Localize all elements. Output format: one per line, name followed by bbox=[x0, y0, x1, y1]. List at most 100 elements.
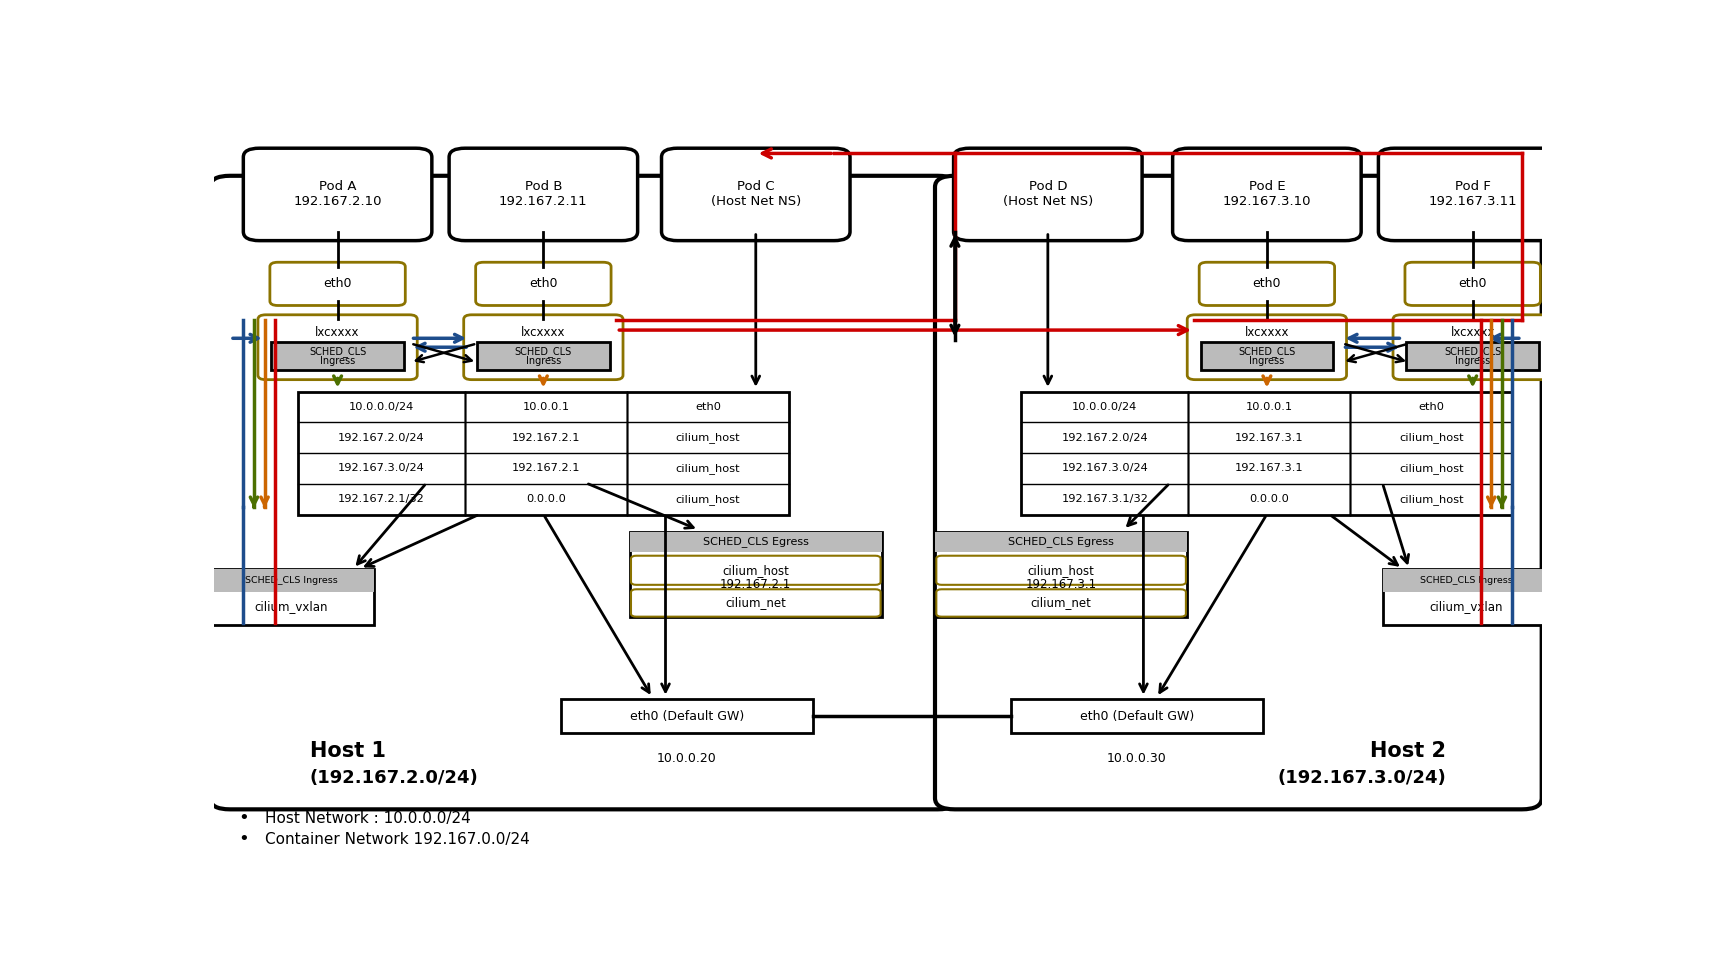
Text: Host Network : 10.0.0.0/24: Host Network : 10.0.0.0/24 bbox=[264, 811, 471, 826]
Text: cilium_vxlan: cilium_vxlan bbox=[254, 600, 327, 614]
Text: 10.0.0.1: 10.0.0.1 bbox=[522, 402, 569, 412]
Text: SCHED_CLS: SCHED_CLS bbox=[1238, 346, 1295, 357]
Bar bbox=[271, 342, 404, 370]
Bar bbox=[630, 531, 882, 553]
Text: 192.167.2.1: 192.167.2.1 bbox=[512, 433, 581, 442]
Text: 10.0.0.0/24: 10.0.0.0/24 bbox=[1072, 402, 1137, 412]
Text: 10.0.0.1: 10.0.0.1 bbox=[1245, 402, 1293, 412]
Bar bbox=[1011, 700, 1262, 733]
Text: cilium_net: cilium_net bbox=[1031, 596, 1091, 610]
FancyBboxPatch shape bbox=[211, 176, 958, 809]
Text: •: • bbox=[238, 831, 248, 848]
Text: 192.167.2.1/32: 192.167.2.1/32 bbox=[337, 495, 425, 504]
Text: Pod F
192.167.3.11: Pod F 192.167.3.11 bbox=[1429, 180, 1518, 208]
FancyBboxPatch shape bbox=[954, 148, 1143, 241]
Text: 0.0.0.0: 0.0.0.0 bbox=[526, 495, 565, 504]
FancyBboxPatch shape bbox=[1187, 315, 1346, 379]
Text: eth0 (Default GW): eth0 (Default GW) bbox=[630, 710, 743, 723]
Bar bbox=[1382, 569, 1549, 592]
Text: Pod A
192.167.2.10: Pod A 192.167.2.10 bbox=[293, 180, 382, 208]
Text: 192.167.3.0/24: 192.167.3.0/24 bbox=[337, 464, 425, 473]
FancyBboxPatch shape bbox=[464, 315, 624, 379]
Text: 192.167.2.1: 192.167.2.1 bbox=[719, 578, 791, 591]
Text: 192.167.2.1: 192.167.2.1 bbox=[512, 464, 581, 473]
Text: Ingress: Ingress bbox=[1249, 356, 1285, 366]
FancyBboxPatch shape bbox=[476, 262, 612, 306]
Bar bbox=[935, 531, 1187, 618]
Bar bbox=[935, 531, 1187, 553]
Text: cilium_net: cilium_net bbox=[725, 596, 786, 610]
FancyBboxPatch shape bbox=[1173, 148, 1362, 241]
Bar bbox=[560, 700, 814, 733]
Bar bbox=[1201, 342, 1333, 370]
Text: cilium_host: cilium_host bbox=[675, 463, 740, 474]
Text: 192.167.3.0/24: 192.167.3.0/24 bbox=[1062, 464, 1148, 473]
Bar bbox=[209, 569, 373, 625]
Bar bbox=[1382, 569, 1549, 625]
Text: 10.0.0.30: 10.0.0.30 bbox=[1107, 752, 1167, 765]
Text: SCHED_CLS Egress: SCHED_CLS Egress bbox=[702, 536, 809, 548]
Text: Ingress: Ingress bbox=[526, 356, 560, 366]
Text: lxcxxxx: lxcxxxx bbox=[1245, 326, 1290, 339]
Text: SCHED_CLS: SCHED_CLS bbox=[1444, 346, 1501, 357]
Text: cilium_vxlan: cilium_vxlan bbox=[1429, 600, 1502, 614]
Text: 0.0.0.0: 0.0.0.0 bbox=[1249, 495, 1290, 504]
Text: SCHED_CLS Egress: SCHED_CLS Egress bbox=[1009, 536, 1113, 548]
Text: 192.167.3.1/32: 192.167.3.1/32 bbox=[1062, 495, 1148, 504]
Text: SCHED_CLS Ingress: SCHED_CLS Ingress bbox=[245, 576, 337, 586]
Text: cilium_host: cilium_host bbox=[1028, 563, 1095, 577]
Text: 192.167.3.1: 192.167.3.1 bbox=[1235, 464, 1304, 473]
Text: eth0: eth0 bbox=[529, 278, 558, 290]
FancyBboxPatch shape bbox=[243, 148, 432, 241]
FancyBboxPatch shape bbox=[259, 315, 418, 379]
Text: Ingress: Ingress bbox=[1454, 356, 1490, 366]
Text: 10.0.0.0/24: 10.0.0.0/24 bbox=[349, 402, 415, 412]
Bar bbox=[1021, 392, 1513, 515]
Text: SCHED_CLS Ingress: SCHED_CLS Ingress bbox=[1420, 576, 1513, 586]
FancyBboxPatch shape bbox=[937, 556, 1185, 585]
Text: cilium_host: cilium_host bbox=[723, 563, 790, 577]
FancyBboxPatch shape bbox=[271, 262, 406, 306]
FancyBboxPatch shape bbox=[1393, 315, 1552, 379]
Bar bbox=[209, 569, 373, 592]
Text: eth0: eth0 bbox=[1458, 278, 1487, 290]
FancyBboxPatch shape bbox=[937, 590, 1185, 617]
Text: (192.167.3.0/24): (192.167.3.0/24) bbox=[1278, 769, 1446, 787]
Text: eth0 (Default GW): eth0 (Default GW) bbox=[1079, 710, 1194, 723]
FancyBboxPatch shape bbox=[1199, 262, 1334, 306]
Text: 192.167.2.0/24: 192.167.2.0/24 bbox=[337, 433, 425, 442]
Text: SCHED_CLS: SCHED_CLS bbox=[308, 346, 367, 357]
Text: lxcxxxx: lxcxxxx bbox=[315, 326, 360, 339]
FancyBboxPatch shape bbox=[630, 556, 880, 585]
Text: cilium_host: cilium_host bbox=[675, 433, 740, 443]
Text: cilium_host: cilium_host bbox=[1400, 433, 1463, 443]
Text: Ingress: Ingress bbox=[320, 356, 355, 366]
Text: Container Network 192.167.0.0/24: Container Network 192.167.0.0/24 bbox=[264, 832, 529, 847]
Text: lxcxxxx: lxcxxxx bbox=[521, 326, 565, 339]
Text: Pod B
192.167.2.11: Pod B 192.167.2.11 bbox=[498, 180, 588, 208]
Text: Pod D
(Host Net NS): Pod D (Host Net NS) bbox=[1002, 180, 1093, 208]
Bar bbox=[476, 342, 610, 370]
Text: (192.167.2.0/24): (192.167.2.0/24) bbox=[310, 769, 478, 787]
FancyBboxPatch shape bbox=[935, 176, 1542, 809]
FancyBboxPatch shape bbox=[449, 148, 637, 241]
Text: eth0: eth0 bbox=[324, 278, 351, 290]
Text: cilium_host: cilium_host bbox=[1400, 463, 1463, 474]
Text: 192.167.3.1: 192.167.3.1 bbox=[1026, 578, 1096, 591]
Text: 10.0.0.20: 10.0.0.20 bbox=[656, 752, 716, 765]
Bar bbox=[1406, 342, 1538, 370]
Text: cilium_host: cilium_host bbox=[675, 494, 740, 504]
Text: Pod E
192.167.3.10: Pod E 192.167.3.10 bbox=[1223, 180, 1310, 208]
Bar bbox=[298, 392, 790, 515]
Bar bbox=[630, 531, 882, 618]
Text: 192.167.2.0/24: 192.167.2.0/24 bbox=[1062, 433, 1148, 442]
Text: Host 2: Host 2 bbox=[1370, 741, 1446, 761]
Text: •: • bbox=[238, 809, 248, 828]
Text: 192.167.3.1: 192.167.3.1 bbox=[1235, 433, 1304, 442]
FancyBboxPatch shape bbox=[661, 148, 850, 241]
Text: eth0: eth0 bbox=[695, 402, 721, 412]
Text: Pod C
(Host Net NS): Pod C (Host Net NS) bbox=[711, 180, 802, 208]
FancyBboxPatch shape bbox=[1379, 148, 1567, 241]
FancyBboxPatch shape bbox=[630, 590, 880, 617]
Text: Host 1: Host 1 bbox=[310, 741, 385, 761]
